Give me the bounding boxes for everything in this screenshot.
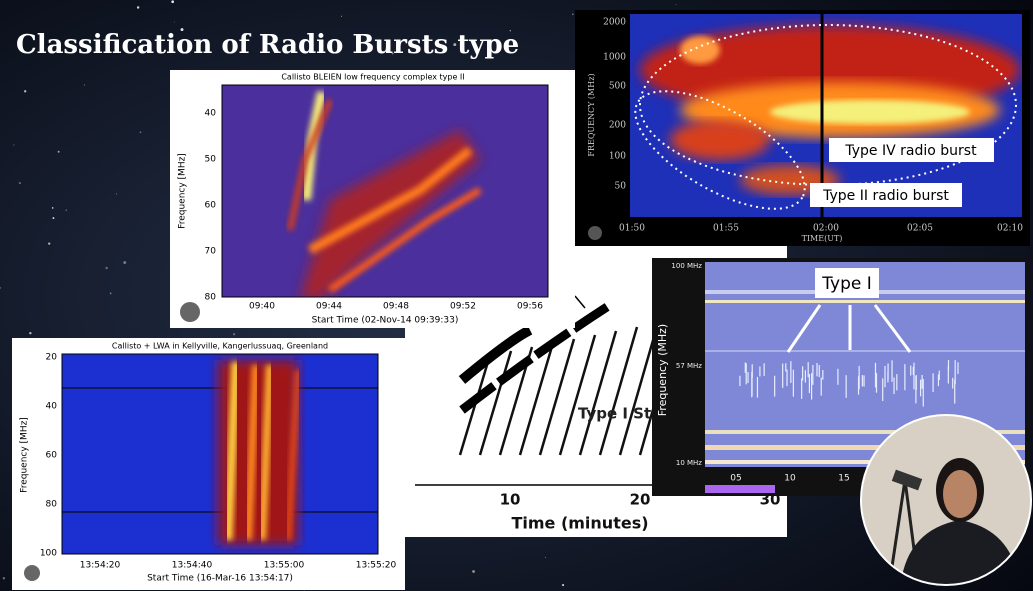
tick-label: 05 xyxy=(730,474,741,484)
tick-label: 50 xyxy=(615,182,627,192)
y-axis-label: Frequency (MHz) xyxy=(656,324,669,416)
x-axis-label: TIME(UT) xyxy=(802,234,843,243)
lens-icon[interactable] xyxy=(24,565,40,581)
tick-label: 13:54:20 xyxy=(80,561,121,571)
tick-label: 09:48 xyxy=(383,302,409,312)
star xyxy=(29,332,31,334)
y-axis-label: FREQUENCY (MHz) xyxy=(587,73,596,156)
star xyxy=(472,570,475,573)
tick-label: 10 MHz xyxy=(676,459,702,467)
tick-label: 09:40 xyxy=(249,302,275,312)
slide: Classification of Radio Bursts type Type… xyxy=(0,0,1033,591)
star xyxy=(174,22,175,23)
star xyxy=(3,577,5,579)
star xyxy=(48,242,50,244)
tick-label: 30 xyxy=(760,491,781,509)
star xyxy=(572,13,574,15)
noise-stripe xyxy=(705,300,1025,303)
star xyxy=(84,84,85,85)
tick-label: 100 xyxy=(609,152,626,162)
tick-label: 40 xyxy=(205,109,217,119)
y-axis-label: Frequency [MHz] xyxy=(178,153,188,229)
star xyxy=(562,584,564,586)
tick-label: 2000 xyxy=(603,18,626,28)
tick-label: 09:56 xyxy=(517,302,543,312)
tick-label: 70 xyxy=(205,247,217,257)
tick-label: 20 xyxy=(630,491,651,509)
panel-type-iv: Type IV radio burst Type II radio burst … xyxy=(575,10,1030,246)
x-axis-label: Time (minutes) xyxy=(511,514,648,533)
tick-label: 500 xyxy=(609,82,626,92)
tick-label: 60 xyxy=(205,201,217,211)
star xyxy=(105,267,107,269)
x-axis-label: Start Time (16-Mar-16 13:54:17) xyxy=(147,574,293,584)
tick-label: 13:55:20 xyxy=(356,561,397,571)
star xyxy=(53,217,55,219)
tick-label: 02:10 xyxy=(997,224,1023,234)
star xyxy=(13,144,14,145)
panel-type-ii: Callisto BLEIEN low frequency complex ty… xyxy=(170,70,575,328)
tick-label: 15 xyxy=(838,474,849,484)
annotation: Type IV radio burst xyxy=(844,143,977,159)
tick-label: 09:44 xyxy=(316,302,342,312)
annotation: Type I xyxy=(821,274,871,294)
star xyxy=(110,293,112,295)
lens-icon[interactable] xyxy=(588,226,602,240)
star xyxy=(140,131,142,133)
burst xyxy=(680,36,720,64)
tick-label: 20 xyxy=(46,353,58,363)
tick-label: 50 xyxy=(205,155,217,165)
slide-title: Classification of Radio Bursts type xyxy=(16,30,519,60)
person-face xyxy=(943,470,977,518)
tick-label: 13:54:40 xyxy=(172,561,213,571)
tick-label: 10 xyxy=(784,474,796,484)
star xyxy=(58,151,60,153)
tick-label: 02:05 xyxy=(907,224,933,234)
tick-label: 200 xyxy=(609,121,626,131)
tick-label: 09:52 xyxy=(450,302,476,312)
x-axis-label: Start Time (02-Nov-14 09:39:33) xyxy=(312,316,459,326)
tick-label: 40 xyxy=(46,402,58,412)
tick-label: 01:55 xyxy=(713,224,739,234)
tick-label: 80 xyxy=(205,293,217,303)
tick-label: 1000 xyxy=(603,53,626,63)
star xyxy=(233,333,235,335)
panel-title: Callisto + LWA in Kellyville, Kangerluss… xyxy=(112,342,328,351)
panel-title: Callisto BLEIEN low frequency complex ty… xyxy=(281,73,464,82)
star xyxy=(123,261,126,264)
star xyxy=(545,557,546,558)
star xyxy=(52,207,54,209)
star xyxy=(24,90,26,92)
star xyxy=(341,16,342,17)
annotation: Type II radio burst xyxy=(822,188,949,204)
star xyxy=(676,4,677,5)
star xyxy=(19,182,21,184)
star xyxy=(66,210,67,211)
tick-label: 01:50 xyxy=(619,224,645,234)
tick-label: 100 xyxy=(40,549,57,559)
star xyxy=(171,0,174,3)
star xyxy=(137,6,139,8)
noise-stripe xyxy=(705,350,1025,352)
star xyxy=(116,193,117,194)
tick-label: 02:00 xyxy=(813,224,839,234)
tick-label: 10 xyxy=(500,491,521,509)
tick-label: 57 MHz xyxy=(676,362,702,370)
tick-label: 60 xyxy=(46,451,58,461)
panel-type-iii: Callisto + LWA in Kellyville, Kangerluss… xyxy=(12,338,405,590)
burst xyxy=(770,100,970,124)
tick-label: 100 MHz xyxy=(671,262,702,270)
lens-icon[interactable] xyxy=(180,302,200,322)
y-axis-label: Frequency [MHz] xyxy=(20,417,30,493)
tick-label: 13:55:00 xyxy=(264,561,305,571)
tick-label: 80 xyxy=(46,500,58,510)
